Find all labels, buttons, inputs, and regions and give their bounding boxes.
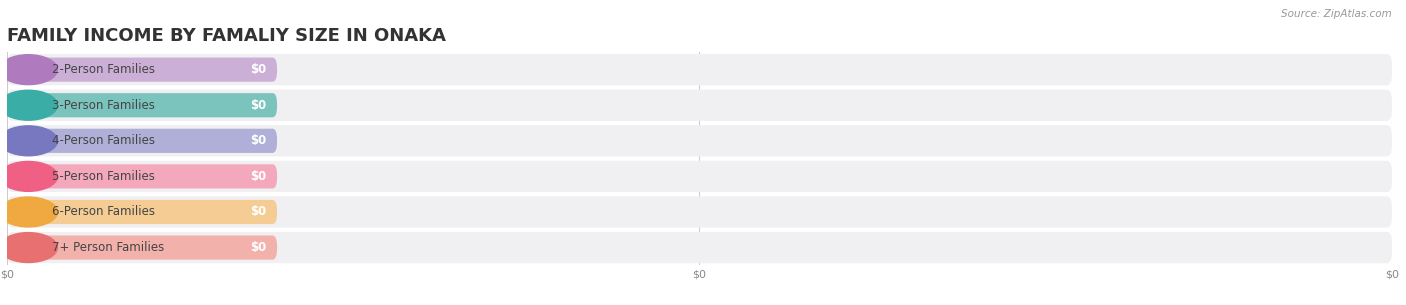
Text: Source: ZipAtlas.com: Source: ZipAtlas.com [1281,9,1392,19]
Text: 5-Person Families: 5-Person Families [52,170,155,183]
FancyBboxPatch shape [7,235,277,260]
Text: 7+ Person Families: 7+ Person Families [52,241,165,254]
Text: $0: $0 [250,99,266,112]
Text: 2-Person Families: 2-Person Families [52,63,155,76]
Text: $0: $0 [250,170,266,183]
FancyBboxPatch shape [7,93,277,117]
Text: $0: $0 [250,206,266,218]
FancyBboxPatch shape [7,232,1392,263]
Ellipse shape [0,197,58,227]
FancyBboxPatch shape [7,90,1392,121]
Text: $0: $0 [250,241,266,254]
FancyBboxPatch shape [7,164,277,188]
FancyBboxPatch shape [7,196,1392,228]
Text: 3-Person Families: 3-Person Families [52,99,155,112]
Text: 6-Person Families: 6-Person Families [52,206,155,218]
Ellipse shape [0,161,58,191]
FancyBboxPatch shape [7,161,1392,192]
Text: $0: $0 [250,134,266,147]
Ellipse shape [0,126,58,156]
FancyBboxPatch shape [7,54,1392,85]
Text: FAMILY INCOME BY FAMALIY SIZE IN ONAKA: FAMILY INCOME BY FAMALIY SIZE IN ONAKA [7,27,446,45]
FancyBboxPatch shape [7,129,277,153]
FancyBboxPatch shape [7,125,1392,156]
Ellipse shape [0,90,58,120]
Text: 4-Person Families: 4-Person Families [52,134,155,147]
FancyBboxPatch shape [7,58,277,82]
FancyBboxPatch shape [7,200,277,224]
Ellipse shape [0,55,58,84]
Text: $0: $0 [250,63,266,76]
Ellipse shape [0,233,58,263]
